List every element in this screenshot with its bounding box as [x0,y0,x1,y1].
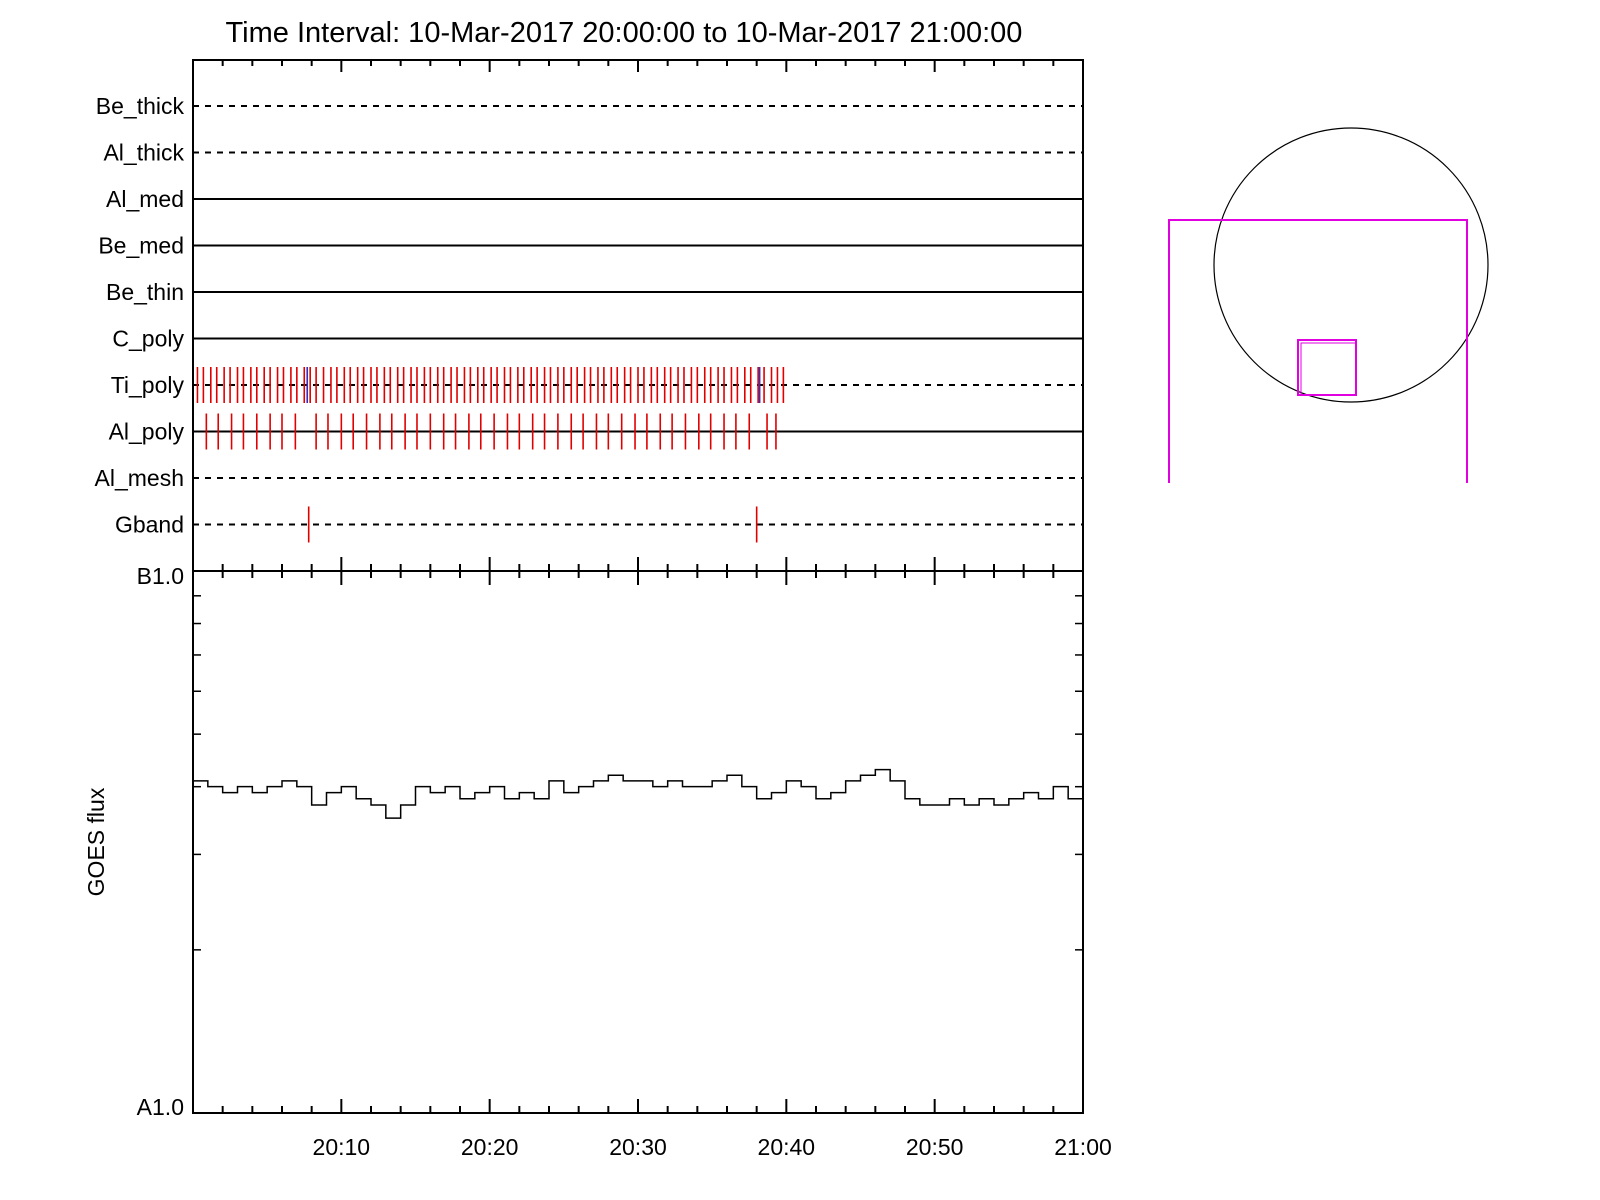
row-label-c_poly: C_poly [112,326,184,352]
fov-outline [1168,219,1468,483]
target-box-inner [1300,342,1357,396]
row-label-be_thick: Be_thick [96,93,185,119]
x-tick-label: 20:40 [758,1134,816,1160]
y-tick-label-bottom: A1.0 [137,1094,184,1120]
goes-flux-line [193,768,1083,819]
goes-frame [192,570,1084,1114]
goes-flux-panel: 20:10 20:20 20:30 20:40 20:50 21:00 B1.0 A1.0 GO… [83,563,1112,1160]
filter-timeline-panel: Be_thick Al_thick Al_med Be_med Be_thin C_pol… [95,59,1084,585]
timeline-frame [192,59,1084,572]
row-label-gband: Gband [115,512,184,538]
x-tick-label: 20:10 [313,1134,371,1160]
x-tick-label: 20:20 [461,1134,519,1160]
sun-disk [1213,127,1489,403]
sun-position-map [1168,127,1489,483]
row-label-al_poly: Al_poly [109,419,185,445]
y-axis-label: GOES flux [83,787,109,896]
row-label-al_mesh: Al_mesh [95,465,184,491]
chart-title: Time Interval: 10-Mar-2017 20:00:00 to 1… [226,17,1023,49]
x-tick-label: 21:00 [1054,1134,1112,1160]
row-label-al_thick: Al_thick [103,140,184,166]
x-tick-label: 20:30 [609,1134,667,1160]
x-tick-label: 20:50 [906,1134,964,1160]
y-tick-label-top: B1.0 [137,563,184,589]
row-label-be_thin: Be_thin [106,279,184,305]
row-label-ti_poly: Ti_poly [111,372,185,398]
row-label-be_med: Be_med [98,233,184,259]
row-label-al_med: Al_med [106,186,184,212]
target-box [1297,339,1357,396]
